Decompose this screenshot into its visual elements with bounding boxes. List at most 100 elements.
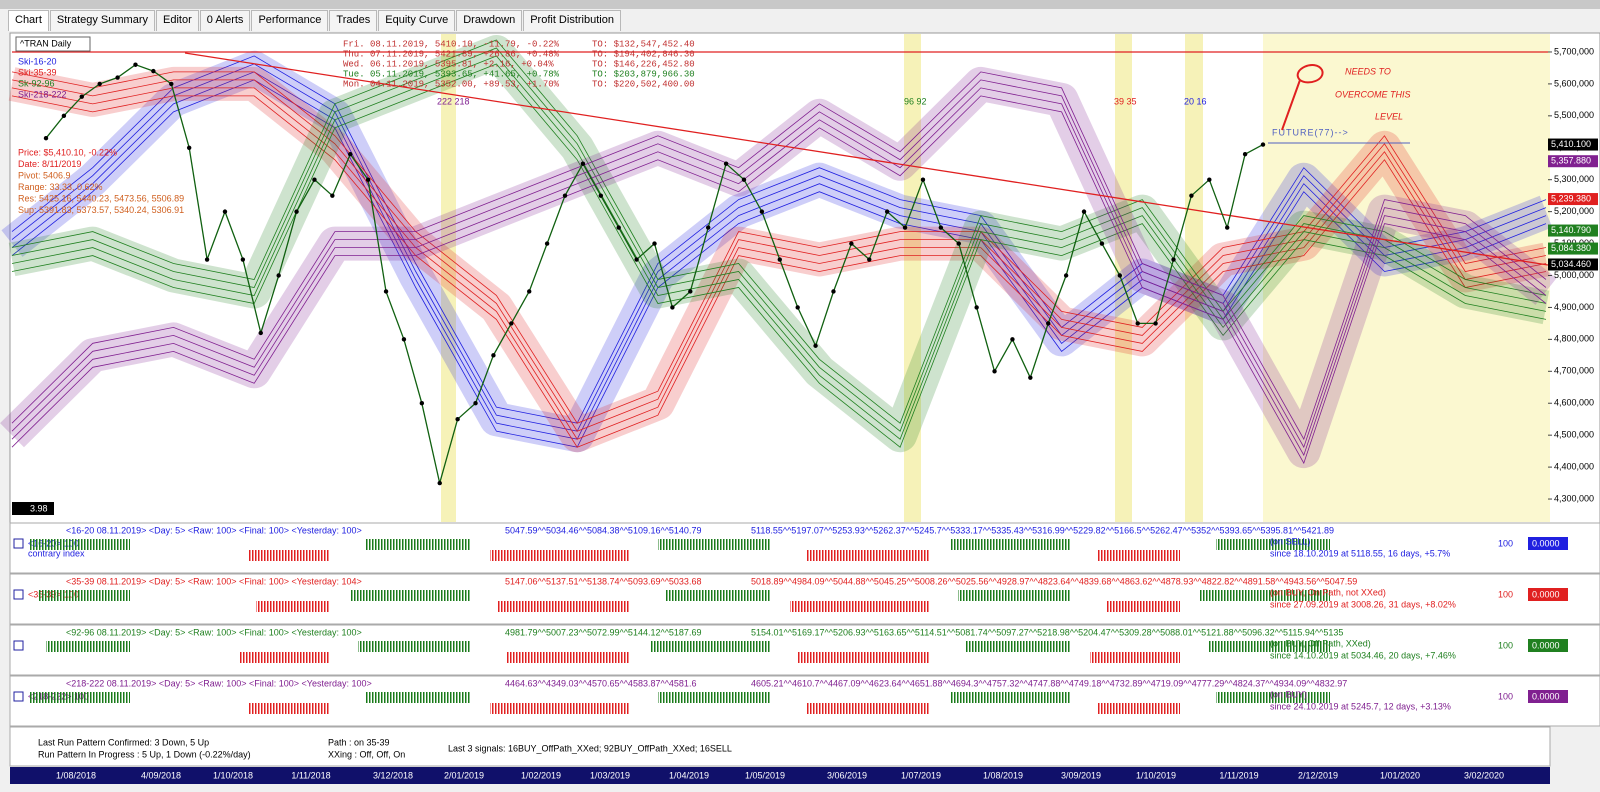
ski-band-line [11,63,1547,432]
price-dot [723,161,729,166]
price-dot [1153,321,1158,326]
price-dot [258,330,263,336]
panel-status: (on BUY, On Path, not XXed) [1270,587,1386,597]
ski-band-line [11,55,1547,440]
histogram-block [958,590,1070,601]
panel-score: 100 [1498,640,1513,650]
tab[interactable]: Drawdown [456,10,523,31]
price-dot [705,225,711,230]
value-box-text: 0.0000 [1532,640,1560,650]
tab[interactable]: Equity Curve [378,10,456,31]
price-dot [920,177,926,182]
collapse-button [13,538,24,549]
price-dot [1063,273,1069,278]
histogram-block [1200,590,1330,601]
y-tick-label: 5,300,000 [1554,174,1594,184]
turnover: TO: $194,402,846.30 [592,49,695,59]
price-dot [1207,177,1212,182]
price-dot [1010,337,1015,342]
price-tag [1548,155,1598,168]
ohlc-line: Thu. 07.11.2019, 5421.89, +26.86, +0.48% [343,49,560,59]
tab[interactable]: Strategy Summary [49,10,155,31]
tab[interactable]: Editor [156,10,199,31]
panel-since: since 24.10.2019 at 5245.7, 12 days, +3.… [1270,701,1451,711]
histogram-block [806,703,930,714]
ski-band-line [11,71,1547,440]
price-tag [1548,242,1598,255]
price-dot [79,94,84,99]
price-dot [330,193,335,198]
histogram-block [950,692,1070,703]
y-tick-label: 5,000,000 [1554,270,1594,280]
ski-band [1,50,1553,453]
price-dot [527,289,532,294]
price-dot [974,305,979,310]
histogram-block [1090,652,1180,663]
footer-text: Path : on 35-39 [328,737,390,747]
value-box-text: 0.0000 [1532,589,1560,599]
price-dot [1046,321,1051,326]
price-tag-label: 5,239.380 [1551,193,1591,203]
ski-band-line [11,79,1547,432]
price-dot [61,113,67,119]
histogram-block [666,590,770,601]
y-tick-label: 4,700,000 [1554,366,1594,376]
price-dot [867,257,872,262]
price-dot [1171,257,1176,262]
price-dot [1260,142,1266,147]
price-dot [437,480,442,486]
panel-header: <92-96 08.11.2019> <Day: 5> <Raw: 100> <… [66,627,362,637]
price-dot [759,209,765,214]
x-date-label: 1/11/2019 [1219,770,1258,780]
price-dot [902,225,908,230]
price-dot [1242,151,1248,157]
tab[interactable]: 0 Alerts [199,10,251,31]
chart-title: ^TRAN Daily [20,38,72,48]
ohlc-line: Tue. 05.11.2019, 5393.65, +41.65, +0.78% [343,69,560,79]
price-tag [1548,258,1598,271]
cycle-mark: 39 35 [1114,96,1137,106]
panel-sequence: 5147.06^^5137.51^^5138.74^^5093.69^^5033… [505,576,701,586]
price-info: Sup: 5391.83, 5373.57, 5340.24, 5306.91 [18,205,184,215]
price-dot [186,145,192,150]
corner-box [12,502,54,515]
histogram-block [490,550,630,561]
turnover: TO: $203,879,966.30 [592,69,695,79]
price-info: Range: 33.33, 0.62% [18,182,103,192]
y-tick-label: 5,700,000 [1554,46,1594,56]
histogram-block [506,652,630,663]
panel-note: contrary index [28,548,85,558]
panel-header: <16-20 08.11.2019> <Day: 5> <Raw: 100> <… [66,525,362,535]
tab[interactable]: Chart [8,10,49,31]
indicator-panel [9,573,1600,625]
price-dot [473,401,478,406]
panel-sequence: 4981.79^^5007.23^^5072.99^^5144.12^^5187… [505,627,701,637]
value-box-text: 0.0000 [1532,691,1560,701]
histogram-block [1208,641,1330,652]
ski-band-line [11,55,1547,424]
x-date-label: 1/03/2019 [590,770,630,780]
y-tick-label: 4,600,000 [1554,398,1594,408]
x-date-label: 1/07/2019 [901,770,941,780]
tab[interactable]: Trades [329,10,378,31]
x-date-label: 2/12/2019 [1298,770,1338,780]
tab[interactable]: Performance [251,10,329,31]
price-dot [115,75,120,80]
ski-band-line [11,87,1547,457]
panel-score: 100 [1498,691,1513,701]
histogram-block [256,601,330,612]
histogram-block [1098,550,1180,561]
price-tag-label: 5,357.880 [1551,156,1591,166]
value-box [1528,690,1568,703]
price-dot [688,289,693,294]
price-dot [1189,193,1194,198]
ski-band-line [11,71,1547,441]
x-date-label: 1/08/2019 [983,770,1023,780]
cycle-strip [904,34,921,522]
annotation: LEVEL [1375,111,1403,121]
ski-band [8,35,1550,453]
y-tick-label: 5,200,000 [1554,206,1594,216]
panel-status: (on BUY, Off Path, XXed) [1270,638,1371,648]
price-dot [419,401,425,406]
tab[interactable]: Profit Distribution [523,10,621,31]
